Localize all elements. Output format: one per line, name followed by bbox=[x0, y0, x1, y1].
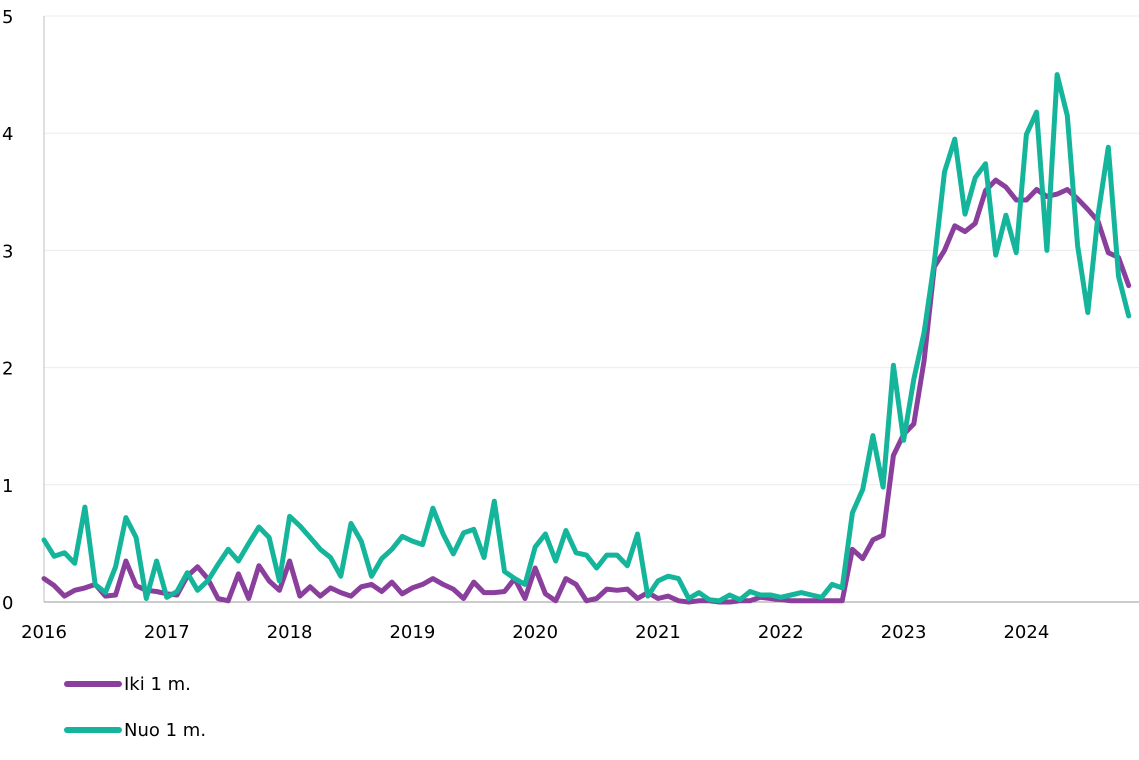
y-tick-label: 2 bbox=[2, 359, 13, 380]
x-tick-label: 2023 bbox=[881, 622, 927, 643]
x-tick-label: 2017 bbox=[144, 622, 190, 643]
axes bbox=[43, 16, 1139, 603]
legend-label-nuo: Nuo 1 m. bbox=[124, 719, 207, 741]
x-tick-label: 2019 bbox=[389, 622, 435, 643]
y-tick-label: 0 bbox=[2, 593, 13, 614]
x-tick-labels: 2016 2017 2018 2019 2020 2021 2022 2023 2024 bbox=[21, 622, 1049, 643]
x-tick-label: 2021 bbox=[635, 622, 681, 643]
y-tick-label: 5 bbox=[2, 7, 13, 28]
y-tick-label: 4 bbox=[2, 124, 13, 145]
legend-item-iki: Iki 1 m. bbox=[64, 668, 206, 700]
legend-label-iki: Iki 1 m. bbox=[124, 673, 191, 695]
x-tick-label: 2018 bbox=[267, 622, 313, 643]
x-tick-label: 2022 bbox=[758, 622, 804, 643]
legend: Iki 1 m. Nuo 1 m. bbox=[64, 668, 206, 760]
y-tick-label: 3 bbox=[2, 241, 13, 262]
x-tick-label: 2016 bbox=[21, 622, 67, 643]
legend-swatch-iki bbox=[64, 681, 122, 687]
series-lines bbox=[41, 72, 1132, 605]
grid-lines bbox=[44, 15, 1139, 486]
y-tick-labels: 0 1 2 3 4 5 bbox=[2, 7, 13, 614]
series-line-1 bbox=[41, 72, 1132, 604]
series-line-0 bbox=[41, 177, 1132, 605]
x-tick-label: 2024 bbox=[1003, 622, 1049, 643]
y-tick-label: 1 bbox=[2, 476, 13, 497]
x-tick-label: 2020 bbox=[512, 622, 558, 643]
legend-swatch-nuo bbox=[64, 727, 122, 733]
legend-item-nuo: Nuo 1 m. bbox=[64, 714, 206, 746]
